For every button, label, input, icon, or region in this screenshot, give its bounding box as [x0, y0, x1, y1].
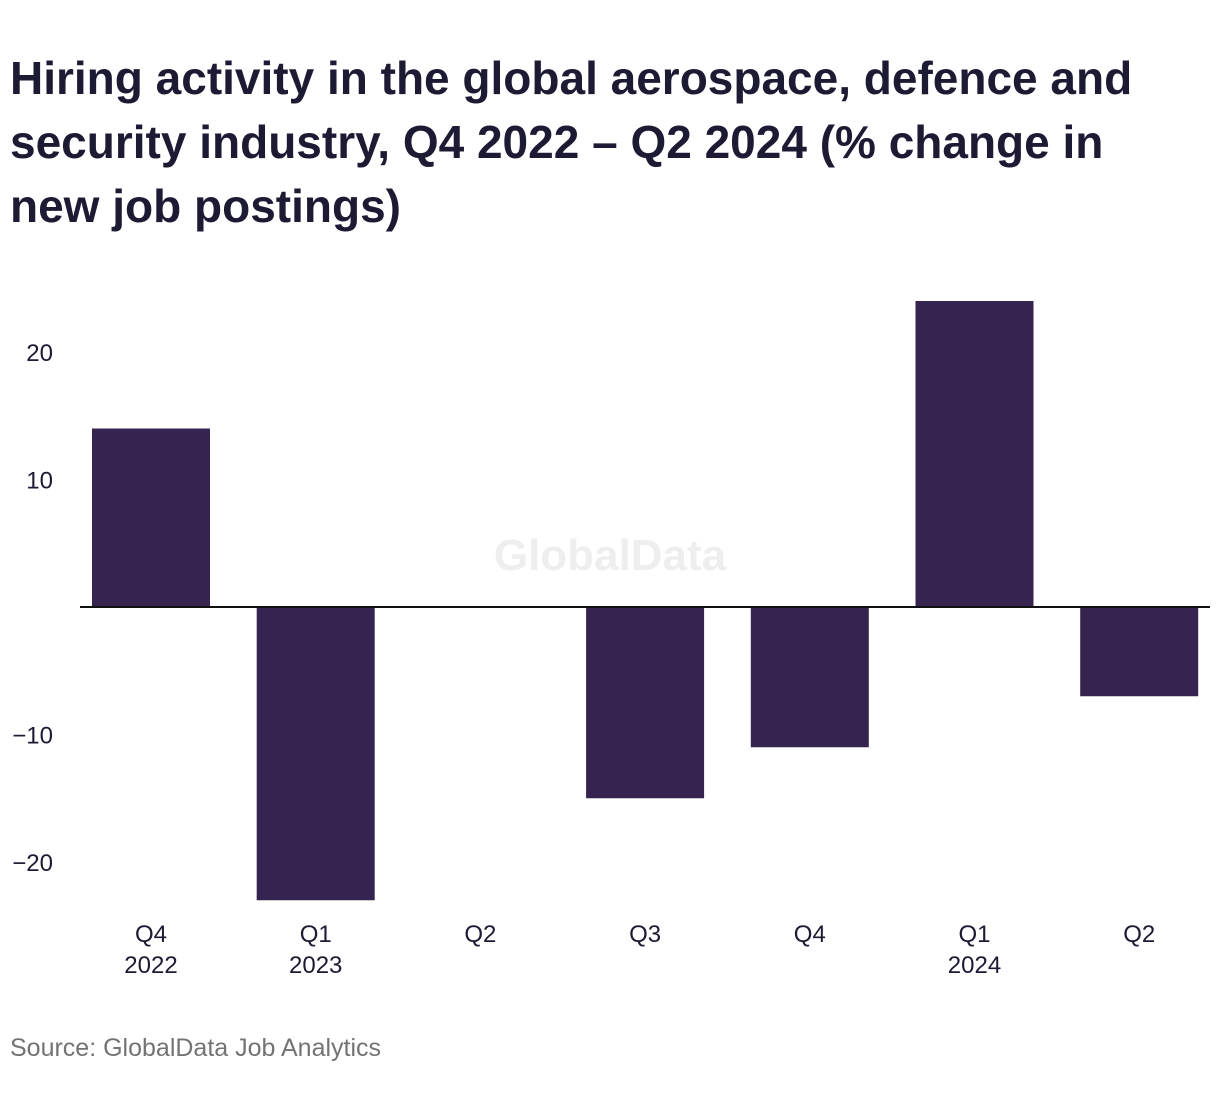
y-tick-label: −10 — [12, 723, 53, 750]
x-tick-label: 2022 — [124, 952, 177, 979]
x-tick-label: Q1 — [300, 921, 332, 948]
x-tick-label: 2024 — [948, 952, 1001, 979]
x-tick-label: Q2 — [464, 921, 496, 948]
bar-4 — [750, 607, 869, 748]
bar-0 — [92, 428, 210, 607]
x-axis-ticks: Q4 2022 Q1 2023 Q2 Q3 Q4 Q1 2024 Q2 — [124, 921, 1155, 979]
x-tick-label: 2023 — [289, 952, 342, 979]
y-axis-ticks: 20 10 −10 −20 — [12, 340, 53, 877]
source-note: Source: GlobalData Job Analytics — [10, 1034, 382, 1062]
bar-3 — [586, 607, 705, 799]
bar-1 — [256, 607, 375, 901]
x-tick-label: Q3 — [629, 921, 661, 948]
bars-group — [92, 301, 1199, 901]
bar-5 — [915, 301, 1034, 607]
x-tick-label: Q4 — [135, 921, 167, 948]
y-tick-label: 20 — [26, 340, 53, 367]
y-tick-label: −20 — [12, 850, 53, 877]
bar-6 — [1080, 607, 1199, 697]
x-tick-label: Q1 — [958, 921, 990, 948]
x-tick-label: Q2 — [1123, 921, 1155, 948]
y-tick-label: 10 — [26, 468, 53, 495]
x-tick-label: Q4 — [794, 921, 826, 948]
watermark: GlobalData — [494, 531, 727, 580]
chart-title: Hiring activity in the global aerospace,… — [10, 52, 1133, 232]
